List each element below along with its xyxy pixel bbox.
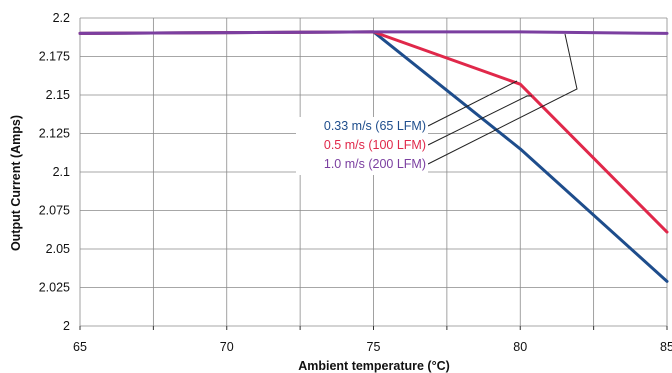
y-tick-label: 2.125	[39, 127, 70, 141]
y-tick-label: 2.075	[39, 204, 70, 218]
legend: 0.33 m/s (65 LFM) 0.5 m/s (100 LFM) 1.0 m/…	[296, 117, 428, 175]
series-line-3	[78, 30, 669, 35]
y-tick-label: 2.05	[46, 242, 70, 256]
y-tick-label: 2.175	[39, 50, 70, 64]
y-axis-title: Output Current (Amps)	[9, 115, 23, 251]
leader-line-3	[427, 33, 578, 165]
x-tick-label: 85	[660, 340, 672, 354]
legend-label-1: 0.33 m/s (65 LFM)	[324, 119, 426, 133]
x-tick-label: 70	[220, 340, 234, 354]
y-tick-label: 2.1	[53, 165, 70, 179]
tick-labels: 2 2.025 2.05 2.075 2.1 2.125 2.15 2.175 2.2 65 70 7…	[39, 11, 672, 354]
x-tick-label: 65	[73, 340, 87, 354]
x-tick-label: 80	[513, 340, 527, 354]
legend-label-3: 1.0 m/s (200 LFM)	[324, 157, 426, 171]
legend-label-2: 0.5 m/s (100 LFM)	[324, 138, 426, 152]
leader-line-1	[427, 80, 518, 127]
series-layer	[78, 30, 669, 283]
y-tick-label: 2	[63, 319, 70, 333]
x-axis-title: Ambient temperature (°C)	[298, 359, 450, 373]
leader-line-2	[427, 95, 532, 146]
legend-background	[296, 117, 428, 175]
leader-lines	[427, 33, 578, 165]
x-tick-label: 75	[367, 340, 381, 354]
y-tick-label: 2.025	[39, 281, 70, 295]
y-tick-label: 2.15	[46, 88, 70, 102]
y-tick-label: 2.2	[53, 11, 70, 25]
